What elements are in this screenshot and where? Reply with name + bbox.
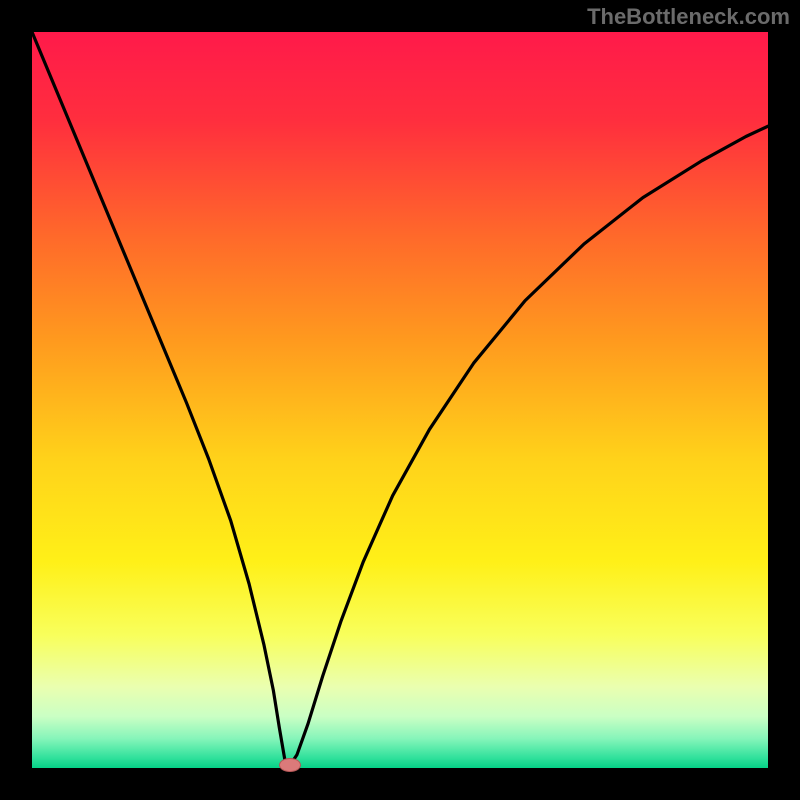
v-curve	[32, 32, 768, 768]
watermark-text: TheBottleneck.com	[587, 4, 790, 30]
min-point-marker	[279, 758, 301, 772]
chart-container: TheBottleneck.com	[0, 0, 800, 800]
curve-path	[32, 32, 768, 766]
plot-area	[32, 32, 768, 768]
